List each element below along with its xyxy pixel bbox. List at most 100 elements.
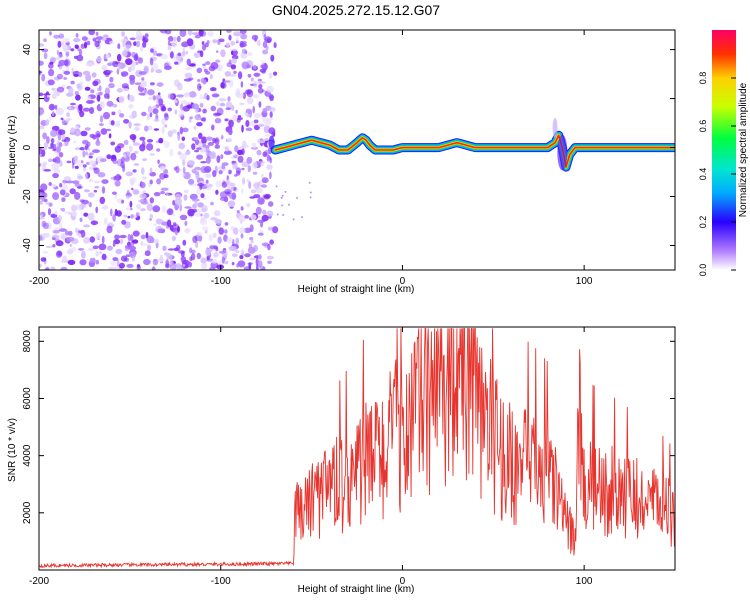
noise-blob xyxy=(249,224,254,233)
noise-blob xyxy=(181,41,189,48)
noise-blob xyxy=(99,101,105,109)
noise-blob xyxy=(247,165,251,173)
noise-blob xyxy=(73,55,79,60)
y-tick-label: 20 xyxy=(22,93,33,105)
noise-blob xyxy=(250,189,257,194)
noise-blob xyxy=(179,126,184,135)
noise-blob xyxy=(220,135,224,140)
noise-blob xyxy=(201,41,205,45)
noise-blob xyxy=(269,111,273,118)
noise-blob xyxy=(77,175,84,180)
noise-blob xyxy=(140,201,149,205)
noise-blob xyxy=(109,40,115,45)
noise-blob xyxy=(146,143,154,151)
noise-speck xyxy=(309,196,312,199)
noise-speck xyxy=(281,204,284,207)
noise-blob xyxy=(214,139,219,143)
noise-blob xyxy=(123,139,129,145)
noise-blob xyxy=(86,40,91,46)
noise-blob xyxy=(105,128,112,132)
noise-blob xyxy=(85,100,94,104)
noise-blob xyxy=(39,60,44,66)
noise-blob xyxy=(171,129,177,134)
noise-blob xyxy=(85,151,88,156)
noise-blob xyxy=(49,31,52,36)
colorbar: 0.0 0.2 0.4 0.6 0.8 Normalized spectral ampl… xyxy=(698,30,749,276)
noise-blob xyxy=(106,100,114,107)
noise-blob xyxy=(140,208,146,212)
noise-blob xyxy=(177,82,183,91)
noise-blob xyxy=(194,114,202,121)
noise-blob xyxy=(129,251,136,259)
noise-blob xyxy=(141,243,148,246)
noise-blob xyxy=(231,58,237,64)
noise-blob xyxy=(135,36,143,41)
noise-blob xyxy=(219,102,226,107)
noise-blob xyxy=(205,173,212,178)
noise-blob xyxy=(194,137,199,141)
noise-blob xyxy=(220,49,226,58)
noise-blob xyxy=(184,72,193,79)
noise-blob xyxy=(196,187,201,196)
noise-blob xyxy=(78,104,83,111)
noise-blob xyxy=(216,264,225,270)
noise-blob xyxy=(213,251,219,258)
noise-blob xyxy=(84,127,91,131)
noise-blob xyxy=(199,102,204,108)
noise-blob xyxy=(172,212,176,217)
noise-blob xyxy=(137,33,144,37)
noise-blob xyxy=(205,136,214,141)
noise-blob xyxy=(121,31,125,37)
noise-blob xyxy=(149,179,153,185)
noise-blob xyxy=(84,86,91,91)
noise-blob xyxy=(139,80,148,88)
noise-speck xyxy=(275,185,278,188)
noise-blob xyxy=(110,260,117,266)
noise-blob xyxy=(149,214,154,219)
noise-blob xyxy=(48,116,52,122)
noise-blob xyxy=(65,51,70,57)
noise-blob xyxy=(132,189,140,195)
noise-blob xyxy=(244,214,249,219)
noise-blob xyxy=(41,220,47,228)
noise-blob xyxy=(136,204,141,210)
noise-blob xyxy=(239,227,246,234)
noise-blob xyxy=(75,33,79,38)
noise-blob xyxy=(132,142,140,146)
noise-blob xyxy=(233,187,237,191)
noise-blob xyxy=(90,89,95,94)
noise-blob xyxy=(253,244,258,252)
noise-blob xyxy=(68,86,74,95)
noise-blob xyxy=(187,261,193,268)
noise-blob xyxy=(39,235,43,241)
noise-blob xyxy=(221,181,228,188)
noise-blob xyxy=(241,140,247,149)
noise-blob xyxy=(104,58,108,62)
noise-blob xyxy=(72,156,78,165)
noise-blob xyxy=(73,38,81,43)
noise-blob xyxy=(46,136,50,144)
x-tick-label: -100 xyxy=(211,576,231,587)
noise-speck xyxy=(280,196,283,199)
noise-blob xyxy=(46,94,50,98)
noise-blob xyxy=(197,83,202,91)
noise-blob xyxy=(212,170,217,178)
noise-blob xyxy=(164,192,173,196)
noise-blob xyxy=(214,144,220,149)
noise-blob xyxy=(173,36,177,42)
noise-blob xyxy=(201,205,208,213)
noise-blob xyxy=(266,255,274,260)
noise-blob xyxy=(51,125,60,132)
noise-blob xyxy=(99,115,104,123)
noise-blob xyxy=(218,170,223,175)
noise-blob xyxy=(63,176,72,182)
noise-blob xyxy=(105,54,110,59)
noise-blob xyxy=(138,92,146,96)
noise-blob xyxy=(39,200,43,205)
noise-blob xyxy=(140,234,146,240)
noise-blob xyxy=(133,163,140,166)
noise-blob xyxy=(214,118,222,124)
noise-blob xyxy=(266,164,273,170)
noise-blob xyxy=(235,92,244,99)
